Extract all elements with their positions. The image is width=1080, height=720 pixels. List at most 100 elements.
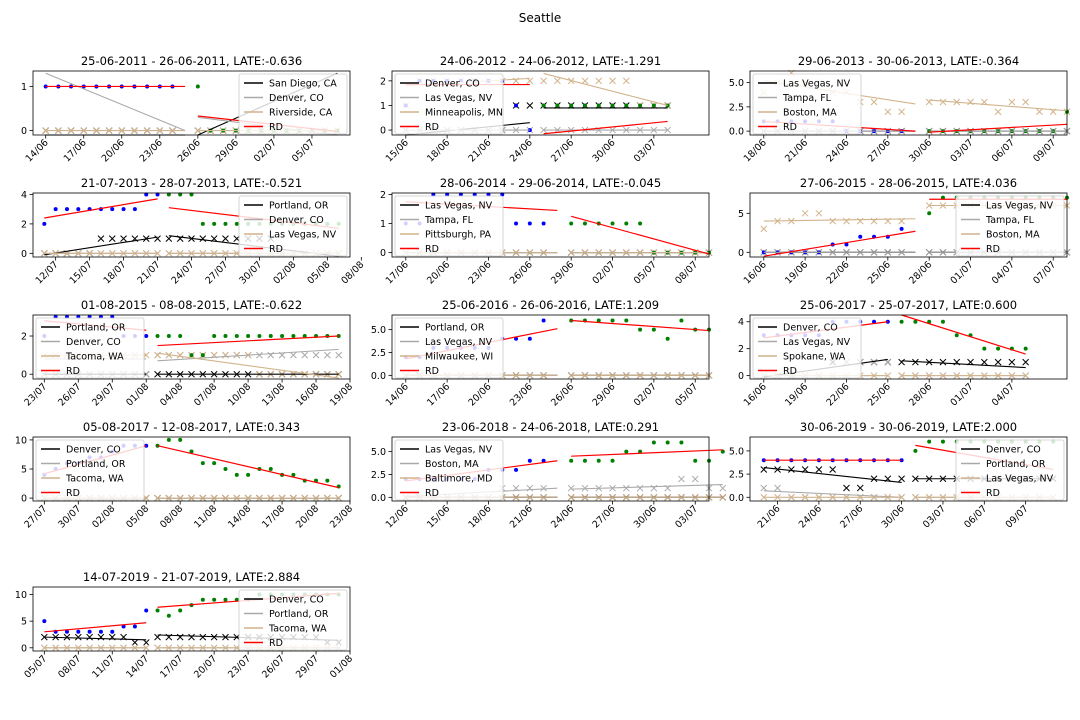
subplot-8: 25-06-2016 - 26-06-2016, LATE:1.209 0.0 2.…	[371, 298, 713, 408]
s1-post-point	[176, 633, 184, 641]
s2-post-point	[622, 484, 630, 492]
main-post-dot	[624, 221, 629, 226]
axes-frame	[749, 70, 1068, 136]
s3-pre-point	[870, 98, 878, 106]
s1-pre-point	[86, 633, 93, 641]
main-post-dot	[268, 467, 273, 471]
x-tick-label: 08/07	[56, 653, 83, 680]
y-tick-label: 1	[380, 219, 386, 230]
main-pre-dot	[121, 207, 126, 212]
s1-pre-point	[815, 466, 823, 473]
s2-pre-point	[774, 484, 781, 492]
series1-fit-pre	[763, 467, 902, 483]
main-post-dot	[200, 221, 205, 226]
s1-pre-point	[787, 466, 795, 473]
main-post-dot	[555, 103, 560, 108]
main-pre-dot	[110, 207, 115, 212]
main-pre-dot	[121, 624, 126, 629]
s2-post-point	[719, 484, 727, 492]
legend-label: Las Vegas, NV	[269, 230, 337, 241]
subplot-title: 21-07-2013 - 28-07-2013, LATE:-0.521	[81, 176, 302, 190]
axes-frame	[749, 436, 1068, 502]
rd-fit-post	[901, 314, 1026, 355]
s3-post-point	[1008, 98, 1016, 106]
x-tick-label: 22/06	[824, 259, 851, 286]
s1-post-point	[939, 358, 947, 366]
x-tick-label: 26/06	[508, 259, 535, 286]
s1-post-point	[199, 633, 207, 641]
main-post-dot	[582, 103, 587, 108]
s2-post-point	[301, 351, 309, 359]
s1-pre-point	[97, 633, 105, 641]
x-tick-label: 21/06	[466, 137, 493, 164]
y-tick-label: 2	[380, 190, 386, 201]
s3-pre-point	[898, 108, 905, 116]
series3-fit-pre	[763, 218, 916, 222]
x-tick-label: 28/06	[907, 259, 934, 286]
x-tick-label: 13/08	[260, 381, 287, 408]
y-tick-label: 0	[21, 643, 27, 654]
main-post-dot	[189, 449, 194, 454]
x-tick-label: 21/07	[136, 259, 163, 286]
x-tick-label: 03/07	[673, 503, 700, 530]
legend: Denver, CO Portland, OR Tacoma, WA RD	[35, 439, 145, 501]
main-post-dot	[569, 221, 574, 226]
subplot-12: 30-06-2019 - 30-06-2019, LATE:2.000 0.0 2.…	[729, 420, 1068, 530]
main-post-dot	[940, 439, 945, 444]
s1-post-point	[1008, 358, 1016, 366]
main-post-dot	[246, 334, 251, 339]
main-post-dot	[223, 467, 228, 471]
axes-frame	[749, 192, 1068, 258]
x-tick-label: 18/06	[742, 137, 769, 164]
x-tick-label: 29/06	[590, 381, 617, 408]
x-tick-label: 10/08	[226, 381, 253, 408]
subplot-title: 14-07-2019 - 21-07-2019, LATE:2.884	[83, 570, 300, 584]
main-post-dot	[195, 84, 200, 89]
main-post-dot	[212, 597, 217, 602]
x-tick-label: 17/06	[62, 137, 89, 164]
main-post-dot	[200, 597, 205, 602]
x-tick-label: 08/08	[158, 503, 185, 530]
s1-pre-point	[142, 639, 150, 646]
x-tick-label: 21/06	[783, 137, 810, 164]
s3-pre-point	[856, 217, 864, 225]
y-tick-label: 10	[15, 590, 27, 601]
subplot-title: 30-06-2019 - 30-06-2019, LATE:2.000	[800, 420, 1017, 434]
rd-fit-pre	[763, 230, 916, 257]
main-pre-dot	[527, 221, 532, 226]
legend-label: Denver, CO	[986, 445, 1041, 456]
x-tick-label: 11/07	[90, 653, 117, 680]
main-post-dot	[212, 461, 217, 466]
x-tick-label: 15/06	[384, 137, 411, 164]
subplot-2: 24-06-2012 - 24-06-2012, LATE:-1.2910121…	[380, 54, 710, 164]
x-tick-label: 03/07	[948, 137, 975, 164]
x-tick-label: 19/08	[328, 381, 355, 408]
x-tick-label: 23/07	[226, 653, 253, 680]
legend-label: Las Vegas, NV	[783, 337, 851, 348]
y-tick-label: 10	[15, 435, 27, 446]
series2-fit-post	[157, 348, 339, 362]
s3-pre-point	[40, 644, 48, 652]
main-post-dot	[720, 449, 725, 454]
legend: Denver, CO Las Vegas, NV Spokane, WA RD	[752, 317, 862, 379]
main-post-dot	[610, 318, 615, 323]
legend-box	[35, 317, 145, 379]
legend-label: Denver, CO	[269, 595, 324, 606]
main-pre-dot	[64, 629, 69, 634]
legend: Denver, CO Portland, OR Tacoma, WA RD	[238, 589, 348, 651]
legend-label: Minneapolis, MN	[425, 108, 503, 119]
legend-box	[394, 317, 504, 379]
legend-label: Las Vegas, NV	[783, 79, 851, 90]
x-tick-label: 02/07	[632, 381, 659, 408]
main-post-dot	[223, 221, 228, 226]
x-tick-label: 17/07	[158, 653, 185, 680]
x-tick-label: 24/07	[169, 259, 196, 286]
s3-pre-point	[154, 249, 161, 257]
main-pre-dot	[132, 624, 137, 629]
subplot-title: 01-08-2015 - 08-08-2015, LATE:-0.622	[81, 298, 302, 312]
rd-fit-post	[157, 445, 339, 489]
s3-post-point	[622, 77, 630, 85]
main-post-dot	[582, 221, 587, 226]
s1-post-point	[165, 235, 173, 242]
main-pre-dot	[42, 619, 47, 624]
